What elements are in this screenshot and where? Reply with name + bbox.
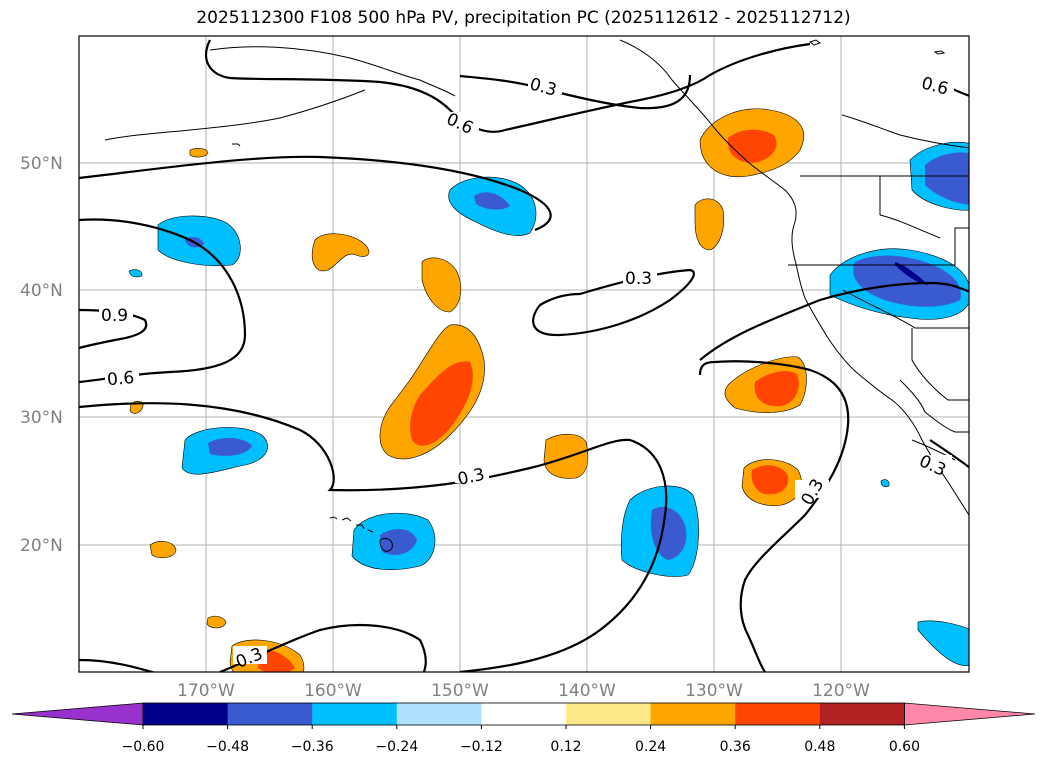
gridlines	[79, 36, 969, 672]
islands	[232, 39, 946, 552]
colorbar-tick-label: −0.12	[460, 739, 503, 755]
colorbar-segment	[735, 703, 821, 725]
colorbar-tick-label: 0.12	[550, 739, 581, 755]
contour-labels: 0.3 0.6 0.3 0.6 0.9 0.6 0.3 0.3 0.3 0.3	[99, 73, 954, 672]
lon-tick-label: 150°W	[431, 681, 489, 701]
colorbar-segment	[650, 703, 736, 725]
colorbar-extend-max	[904, 702, 1036, 726]
lon-tick-label: 170°W	[177, 681, 235, 701]
contour-label: 0.6	[106, 368, 135, 390]
colorbar-segment	[143, 703, 229, 725]
lon-tick-labels: 170°W 160°W 150°W 140°W 130°W 120°W	[177, 681, 870, 701]
lon-tick-label: 130°W	[685, 681, 743, 701]
lat-tick-labels: 50°N 40°N 30°N 20°N	[20, 154, 63, 556]
map-area	[79, 36, 969, 672]
colorbar-border	[142, 702, 905, 726]
colorbar-segment	[227, 703, 313, 725]
lat-tick-label: 30°N	[20, 408, 63, 428]
colorbar-segment	[396, 703, 482, 725]
colorbar: −0.60 −0.48 −0.36 −0.24 −0.12 0.12 0.24 0.36 0.4…	[11, 702, 1036, 755]
lon-tick-label: 120°W	[812, 681, 870, 701]
colorbar-segment	[566, 703, 652, 725]
colorbar-tick-label: 0.24	[635, 739, 666, 755]
lon-tick-label: 140°W	[558, 681, 616, 701]
colorbar-tick-label: 0.36	[720, 739, 751, 755]
colorbar-segment	[481, 703, 567, 725]
contour-label: 0.3	[625, 269, 652, 289]
lat-tick-label: 20°N	[20, 536, 63, 556]
lon-tick-label: 160°W	[304, 681, 362, 701]
colorbar-segment	[312, 703, 398, 725]
lat-tick-label: 40°N	[20, 281, 63, 301]
colorbar-tick-label: 0.48	[804, 739, 835, 755]
colorbar-tick-label: −0.48	[206, 739, 249, 755]
colorbar-tick-label: −0.36	[291, 739, 334, 755]
colorbar-extend-min	[11, 702, 144, 726]
coastlines	[104, 39, 969, 517]
lat-tick-label: 50°N	[20, 154, 63, 174]
colorbar-segment	[819, 703, 905, 725]
precip-positive-areas	[129, 108, 807, 672]
colorbar-tick-label: 0.60	[889, 739, 920, 755]
colorbar-tick-label: −0.24	[375, 739, 418, 755]
map-frame	[78, 35, 970, 673]
colorbar-tick-label: −0.60	[122, 739, 165, 755]
pv-contours	[79, 39, 969, 672]
contour-label: 0.9	[101, 306, 128, 326]
map-title: 2025112300 F108 500 hPa PV, precipitatio…	[196, 8, 851, 28]
